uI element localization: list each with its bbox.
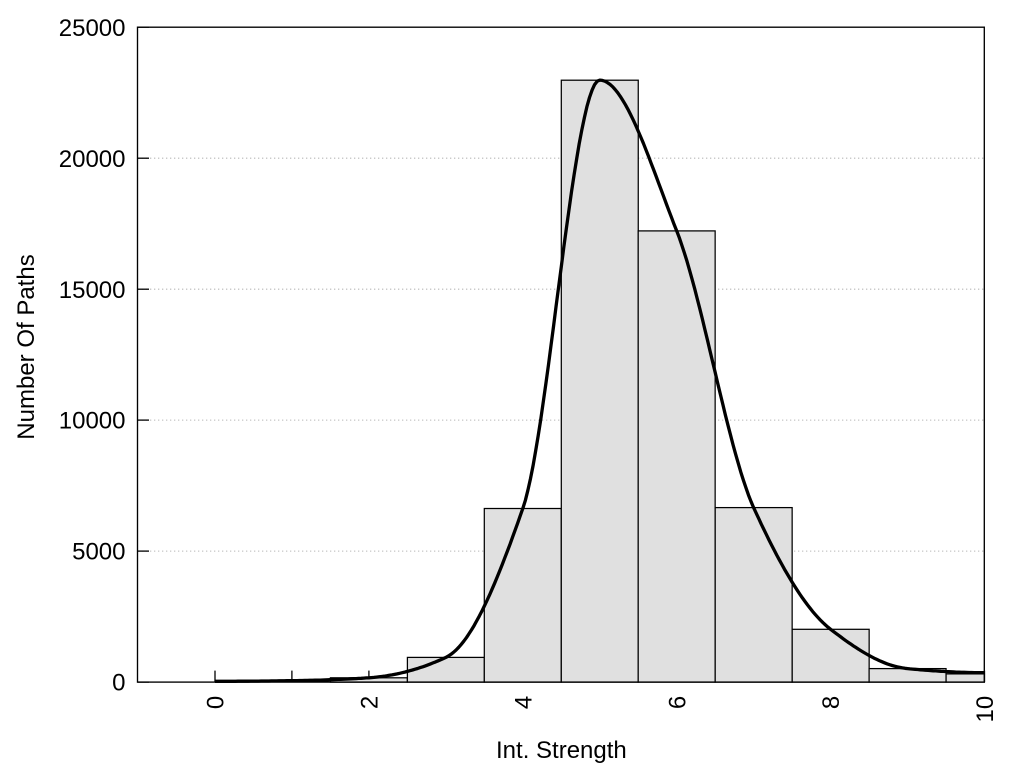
svg-text:Int. Strength: Int. Strength: [496, 737, 627, 764]
svg-text:15000: 15000: [59, 277, 126, 304]
svg-text:10: 10: [972, 696, 999, 723]
svg-text:Number Of Paths: Number Of Paths: [13, 254, 40, 439]
svg-text:20000: 20000: [59, 146, 126, 173]
svg-text:2: 2: [357, 696, 384, 709]
svg-text:25000: 25000: [59, 15, 126, 42]
svg-text:5000: 5000: [72, 539, 125, 566]
svg-text:8: 8: [818, 696, 845, 709]
svg-text:4: 4: [510, 696, 537, 709]
svg-text:10000: 10000: [59, 408, 126, 435]
svg-text:0: 0: [112, 670, 125, 697]
svg-text:0: 0: [203, 696, 230, 709]
svg-text:6: 6: [664, 696, 691, 709]
